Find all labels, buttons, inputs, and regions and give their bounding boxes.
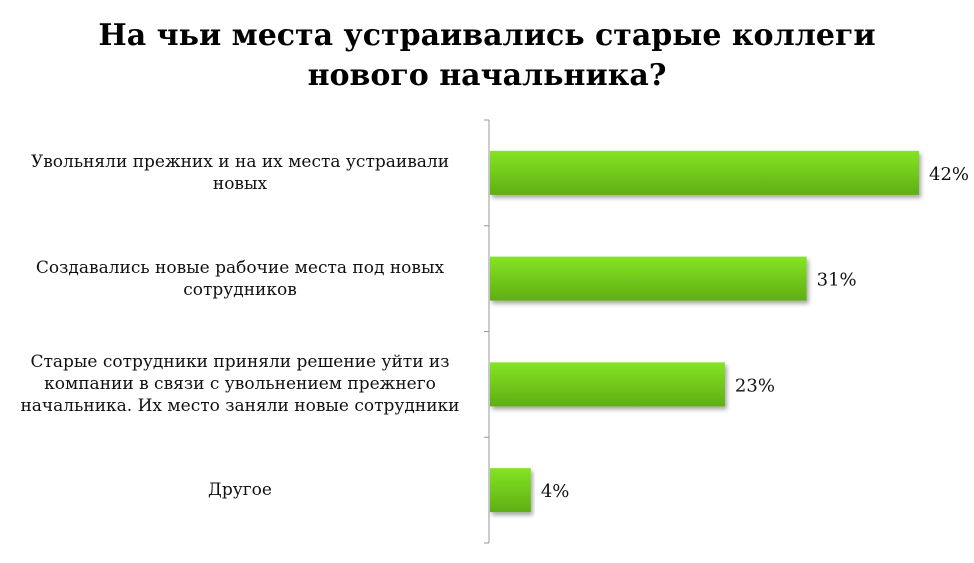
chart-title: На чьи места устраивались старые коллеги… <box>0 16 974 96</box>
category-label-line: компании в связи с увольнением прежнего <box>44 374 436 395</box>
category-label-line: новых <box>212 173 268 194</box>
category-label-2: Создавались новые рабочие места под новы… <box>10 257 470 301</box>
bar-2 <box>490 256 807 301</box>
data-label-1: 42% <box>929 164 969 185</box>
data-label-4: 4% <box>541 481 570 502</box>
bar-3 <box>490 362 725 407</box>
data-label-2: 31% <box>817 270 857 291</box>
category-label-3: Старые сотрудники приняли решение уйти и… <box>10 351 470 417</box>
category-label-line: Увольняли прежних и на их места устраива… <box>30 151 450 172</box>
chart-title-line-2: нового начальника? <box>307 58 667 93</box>
category-label-line: Другое <box>208 480 272 501</box>
category-label-line: Старые сотрудники приняли решение уйти и… <box>30 352 450 373</box>
chart-title-line-1: На чьи места устраивались старые коллеги <box>98 18 876 53</box>
category-label-line: начальника. Их место заняли новые сотруд… <box>20 396 460 417</box>
bar-1 <box>490 150 919 195</box>
category-label-line: сотрудников <box>183 279 297 300</box>
category-label-line: Создавались новые рабочие места под новы… <box>35 257 445 278</box>
category-label-4: Другое <box>10 479 470 501</box>
category-label-1: Увольняли прежних и на их места устраива… <box>10 151 470 195</box>
bar-4 <box>490 468 531 513</box>
data-label-3: 23% <box>735 375 775 396</box>
